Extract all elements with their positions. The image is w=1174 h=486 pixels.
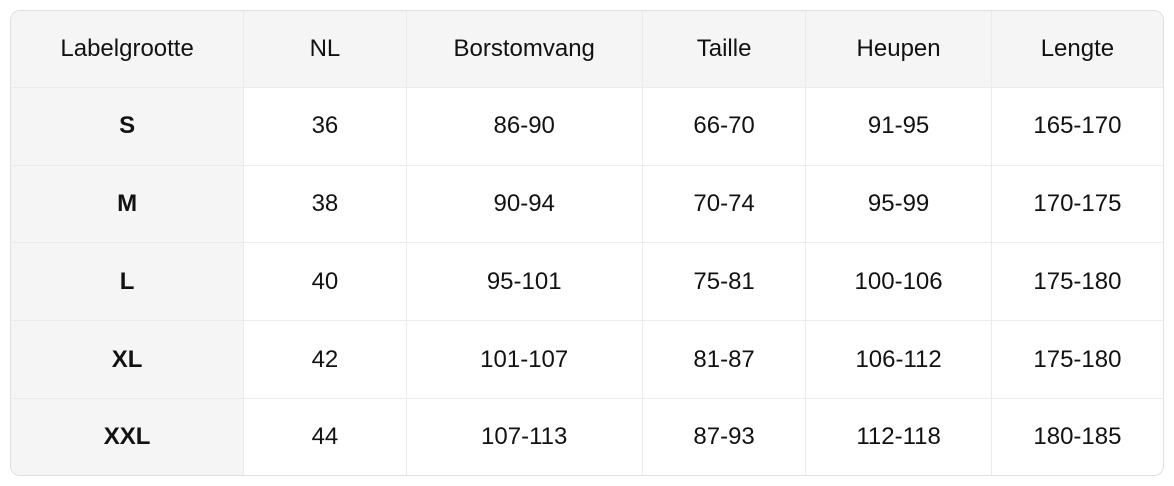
table-row-xxl: XXL 44 107-113 87-93 112-118 180-185: [11, 398, 1163, 475]
cell-lengte: 170-175: [990, 164, 1163, 244]
cell-heupen: 95-99: [805, 164, 992, 244]
column-header-heupen: Heupen: [805, 11, 992, 88]
cell-lengte: 180-185: [990, 398, 1163, 475]
size-label: XL: [11, 320, 245, 399]
size-label: M: [11, 164, 245, 244]
size-label: L: [11, 242, 245, 322]
size-label: S: [11, 86, 245, 166]
column-header-taille: Taille: [641, 11, 807, 88]
cell-lengte: 175-180: [990, 320, 1163, 399]
cell-nl: 42: [243, 320, 407, 399]
cell-nl: 44: [243, 398, 407, 475]
cell-taille: 81-87: [641, 320, 807, 399]
cell-nl: 40: [243, 242, 407, 322]
cell-taille: 70-74: [641, 164, 807, 244]
table-row-s: S 36 86-90 66-70 91-95 165-170: [11, 86, 1163, 166]
cell-heupen: 112-118: [805, 398, 992, 475]
size-chart-table: Labelgrootte NL Borstomvang Taille Heupe…: [11, 11, 1163, 475]
column-header-lengte: Lengte: [990, 11, 1163, 88]
cell-lengte: 165-170: [990, 86, 1163, 166]
cell-taille: 87-93: [641, 398, 807, 475]
cell-heupen: 106-112: [805, 320, 992, 399]
cell-borstomvang: 101-107: [405, 320, 643, 399]
cell-lengte: 175-180: [990, 242, 1163, 322]
cell-borstomvang: 86-90: [405, 86, 643, 166]
cell-heupen: 91-95: [805, 86, 992, 166]
table-row-l: L 40 95-101 75-81 100-106 175-180: [11, 242, 1163, 322]
column-header-labelgrootte: Labelgrootte: [11, 11, 245, 88]
column-header-nl: NL: [243, 11, 407, 88]
cell-heupen: 100-106: [805, 242, 992, 322]
table-row-xl: XL 42 101-107 81-87 106-112 175-180: [11, 320, 1163, 399]
cell-nl: 38: [243, 164, 407, 244]
header-row: Labelgrootte NL Borstomvang Taille Heupe…: [11, 11, 1163, 88]
cell-borstomvang: 95-101: [405, 242, 643, 322]
cell-taille: 75-81: [641, 242, 807, 322]
cell-borstomvang: 90-94: [405, 164, 643, 244]
cell-taille: 66-70: [641, 86, 807, 166]
cell-borstomvang: 107-113: [405, 398, 643, 475]
size-label: XXL: [11, 398, 245, 475]
column-header-borstomvang: Borstomvang: [405, 11, 643, 88]
cell-nl: 36: [243, 86, 407, 166]
table-row-m: M 38 90-94 70-74 95-99 170-175: [11, 164, 1163, 244]
size-chart-container: Labelgrootte NL Borstomvang Taille Heupe…: [10, 10, 1164, 476]
